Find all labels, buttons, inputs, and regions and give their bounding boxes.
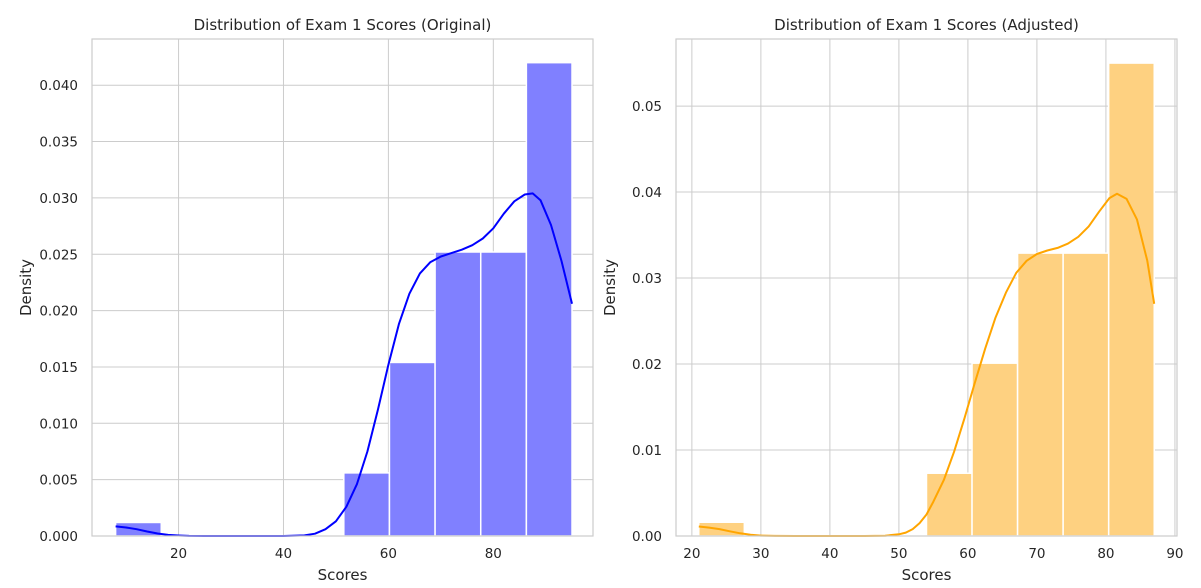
chart-adjusted-bar-7 [1016, 252, 1064, 537]
chart-adjusted-bar-9 [1107, 62, 1155, 537]
chart-original-y-tick-label: 0.030 [39, 191, 78, 207]
chart-adjusted-x-tick-label: 20 [683, 546, 700, 562]
chart-adjusted-y-tick-label: 0.00 [632, 529, 662, 545]
chart-adjusted-x-tick-label: 30 [752, 546, 769, 562]
chart-adjusted-title: Distribution of Exam 1 Scores (Adjusted) [774, 16, 1079, 34]
chart-adjusted-y-axis-label: Density [601, 259, 619, 316]
chart-original-y-tick-label: 0.025 [39, 247, 78, 263]
chart-adjusted-bar-8 [1062, 252, 1110, 537]
chart-adjusted-x-tick-label: 50 [890, 546, 907, 562]
chart-original-y-tick-label: 0.035 [39, 135, 78, 151]
chart-original-bar-6 [388, 361, 436, 537]
chart-adjusted-x-tick-label: 80 [1097, 546, 1114, 562]
chart-adjusted-bar-5 [925, 472, 973, 537]
chart-original-y-tick-label: 0.020 [39, 304, 78, 320]
chart-original-bar-7 [434, 251, 482, 537]
chart-original-y-tick-label: 0.005 [39, 473, 78, 489]
chart-adjusted-y-tick-label: 0.02 [632, 357, 662, 373]
chart-original-x-tick-label: 60 [380, 546, 397, 562]
chart-original: 20 40 60 80 0.000 0.005 0.010 0.015 0.020 0.025 0.… [17, 16, 594, 584]
chart-adjusted-y-tick-label: 0.03 [632, 271, 662, 287]
chart-adjusted-bar-6 [971, 362, 1019, 537]
chart-original-bar-9 [525, 61, 573, 537]
chart-original-y-tick-label: 0.000 [39, 529, 78, 545]
chart-original-frame [91, 38, 594, 537]
chart-original-y-axis-label: Density [17, 259, 35, 316]
chart-original-title: Distribution of Exam 1 Scores (Original) [194, 16, 492, 34]
chart-adjusted-frame [675, 38, 1178, 537]
chart-adjusted: 20 30 40 50 60 70 80 90 0.00 0.01 0.02 0.03 0.04 0.05… [601, 16, 1184, 584]
chart-adjusted-x-axis-label: Scores [902, 566, 952, 584]
chart-original-y-tick-label: 0.040 [39, 78, 78, 94]
chart-original-x-tick-label: 20 [170, 546, 187, 562]
chart-adjusted-x-tick-label: 40 [821, 546, 838, 562]
chart-original-y-tick-label: 0.015 [39, 360, 78, 376]
chart-adjusted-x-tick-label: 70 [1028, 546, 1045, 562]
chart-original-x-axis-label: Scores [318, 566, 368, 584]
chart-original-x-tick-label: 80 [485, 546, 502, 562]
chart-adjusted-y-tick-label: 0.04 [632, 185, 662, 201]
chart-original-y-tick-label: 0.010 [39, 416, 78, 432]
chart-original-x-tick-label: 40 [275, 546, 292, 562]
chart-adjusted-x-tick-label: 60 [959, 546, 976, 562]
chart-original-bar-8 [479, 251, 528, 537]
chart-adjusted-x-tick-label: 90 [1166, 546, 1183, 562]
chart-adjusted-y-tick-label: 0.01 [632, 443, 662, 459]
chart-original-bar-5 [343, 472, 391, 537]
chart-adjusted-y-tick-label: 0.05 [632, 99, 662, 115]
